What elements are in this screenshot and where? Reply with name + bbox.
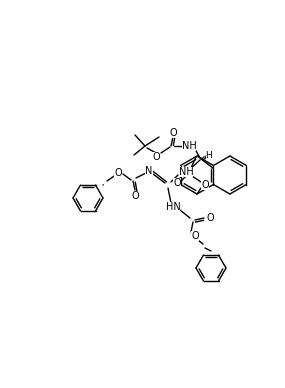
Text: O: O [173,178,181,188]
Text: O: O [201,180,209,190]
Text: H: H [205,151,212,159]
Text: NH: NH [182,141,196,151]
Text: O: O [169,128,177,138]
Text: O: O [191,231,199,241]
Text: O: O [131,191,139,201]
Text: NH: NH [179,167,194,177]
Text: O: O [114,168,122,178]
Text: O: O [206,213,214,223]
Text: N: N [145,166,153,176]
Text: HN: HN [166,202,180,212]
Text: O: O [152,152,160,162]
